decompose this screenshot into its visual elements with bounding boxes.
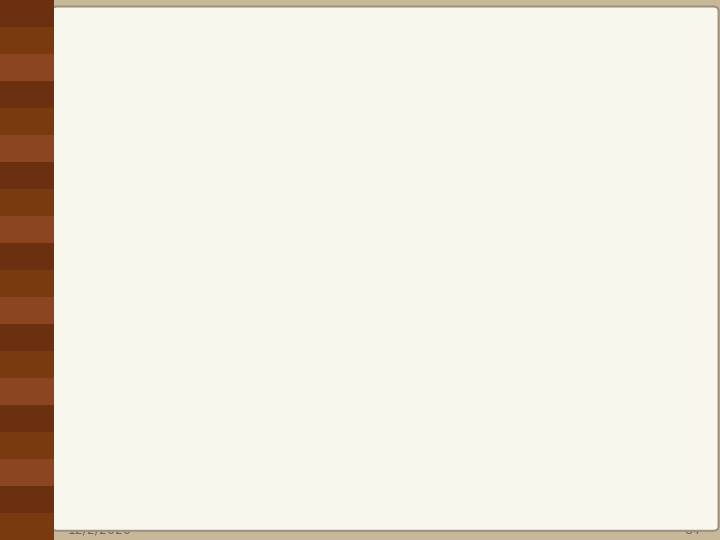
Circle shape [416,356,468,408]
Text: $AX_3$: $AX_3$ [340,538,380,540]
Circle shape [547,300,575,327]
Circle shape [328,358,392,422]
Text: O: O [645,426,659,444]
Circle shape [469,415,492,439]
Text: F: F [436,373,448,391]
Text: – Trigonale (plan ou courbée):: – Trigonale (plan ou courbée): [90,107,465,129]
Text: Trigonale courbée: Trigonale courbée [493,295,647,311]
Circle shape [518,189,536,207]
Circle shape [326,452,378,504]
Circle shape [555,215,585,245]
Circle shape [559,219,572,232]
Text: Exemple de forme moléculaire: Exemple de forme moléculaire [80,73,557,103]
Circle shape [352,160,374,181]
Circle shape [632,415,656,439]
Text: F: F [300,309,311,327]
Text: F: F [346,469,358,487]
Circle shape [352,212,388,248]
Text: 12/2/2020: 12/2/2020 [68,523,132,537]
Circle shape [346,154,394,202]
Circle shape [592,189,610,207]
Circle shape [336,366,365,395]
Text: O: O [481,426,495,444]
Circle shape [587,184,627,224]
Text: Forme des molécules: Forme des molécules [202,25,589,59]
Circle shape [423,362,446,386]
Text: 84: 84 [684,523,700,537]
Circle shape [513,184,553,224]
Circle shape [356,217,373,233]
Text: $AX_2E$: $AX_2E$ [543,510,598,534]
Text: Trigonale plan: Trigonale plan [309,300,431,315]
Circle shape [286,299,309,322]
Circle shape [462,409,514,461]
Text: 120°: 120° [260,385,310,404]
Text: ✳: ✳ [58,76,78,100]
Text: angle< 120°: angle< 120° [521,485,618,500]
Circle shape [540,292,600,352]
Circle shape [540,360,600,420]
Circle shape [397,238,418,260]
Circle shape [301,232,349,280]
Circle shape [279,292,331,344]
Circle shape [391,232,439,280]
Circle shape [626,409,678,461]
Text: S: S [564,381,577,399]
Circle shape [547,368,575,395]
Circle shape [333,458,356,482]
FancyArrowPatch shape [334,354,351,424]
Circle shape [307,238,328,260]
Text: B: B [354,381,366,399]
